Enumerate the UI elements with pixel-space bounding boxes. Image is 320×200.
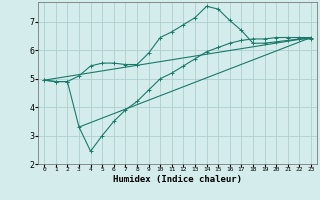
X-axis label: Humidex (Indice chaleur): Humidex (Indice chaleur) <box>113 175 242 184</box>
